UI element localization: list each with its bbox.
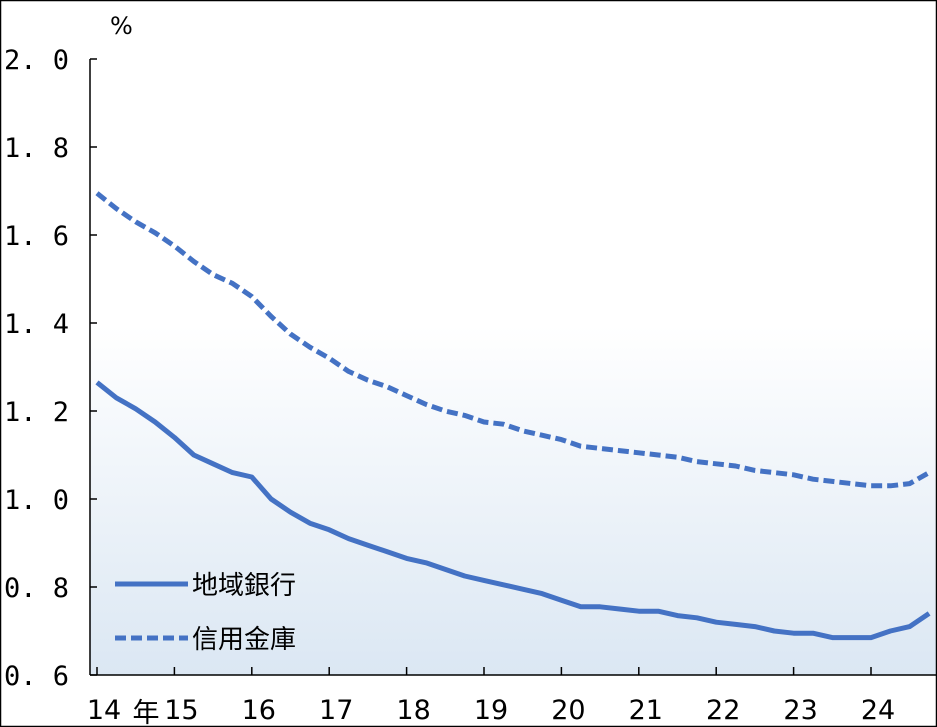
series-line-regional-banks xyxy=(95,380,931,641)
x-tick-label: 15 xyxy=(164,695,198,726)
y-tick-label: 1. 2 xyxy=(4,397,69,428)
y-tick-label: 1. 0 xyxy=(4,485,69,516)
y-tick-label: 1. 8 xyxy=(4,133,69,164)
legend-item-shinkin-banks: 信用金庫 xyxy=(115,625,296,655)
x-unit-label: 年 xyxy=(133,698,160,727)
legend-label-regional-banks: 地域銀行 xyxy=(192,571,296,601)
x-tick-label: 14 xyxy=(87,695,121,726)
y-tick-label: 0. 6 xyxy=(4,661,69,692)
y-tick-label: 1. 6 xyxy=(4,221,69,252)
x-tick-label: 16 xyxy=(242,695,276,726)
y-tick-label: 1. 4 xyxy=(4,309,69,340)
x-tick-label: 20 xyxy=(551,695,585,726)
x-tick-label: 21 xyxy=(629,695,663,726)
x-tick-label: 24 xyxy=(861,695,895,726)
legend: 地域銀行 信用金庫 xyxy=(115,571,296,655)
legend-label-shinkin-banks: 信用金庫 xyxy=(192,625,296,655)
series-layer xyxy=(95,191,931,641)
y-unit-label: % xyxy=(110,12,133,40)
legend-item-regional-banks: 地域銀行 xyxy=(115,571,296,601)
x-tick-label: 19 xyxy=(474,695,508,726)
plot-background xyxy=(90,40,937,675)
y-tick-label: 0. 8 xyxy=(4,573,69,604)
series-line-shinkin-banks xyxy=(95,191,931,489)
x-tick-label: 23 xyxy=(783,695,817,726)
x-tick-label: 17 xyxy=(319,695,353,726)
x-tick-label: 18 xyxy=(396,695,430,726)
y-axis: 2. 0 1. 8 1. 6 1. 4 1. 2 1. 0 0. 8 0. 6 xyxy=(4,45,97,692)
y-tick-label: 2. 0 xyxy=(4,45,69,76)
x-axis: 14 15 16 17 18 19 20 21 22 23 24 年 xyxy=(87,667,937,727)
x-tick-label: 22 xyxy=(706,695,740,726)
